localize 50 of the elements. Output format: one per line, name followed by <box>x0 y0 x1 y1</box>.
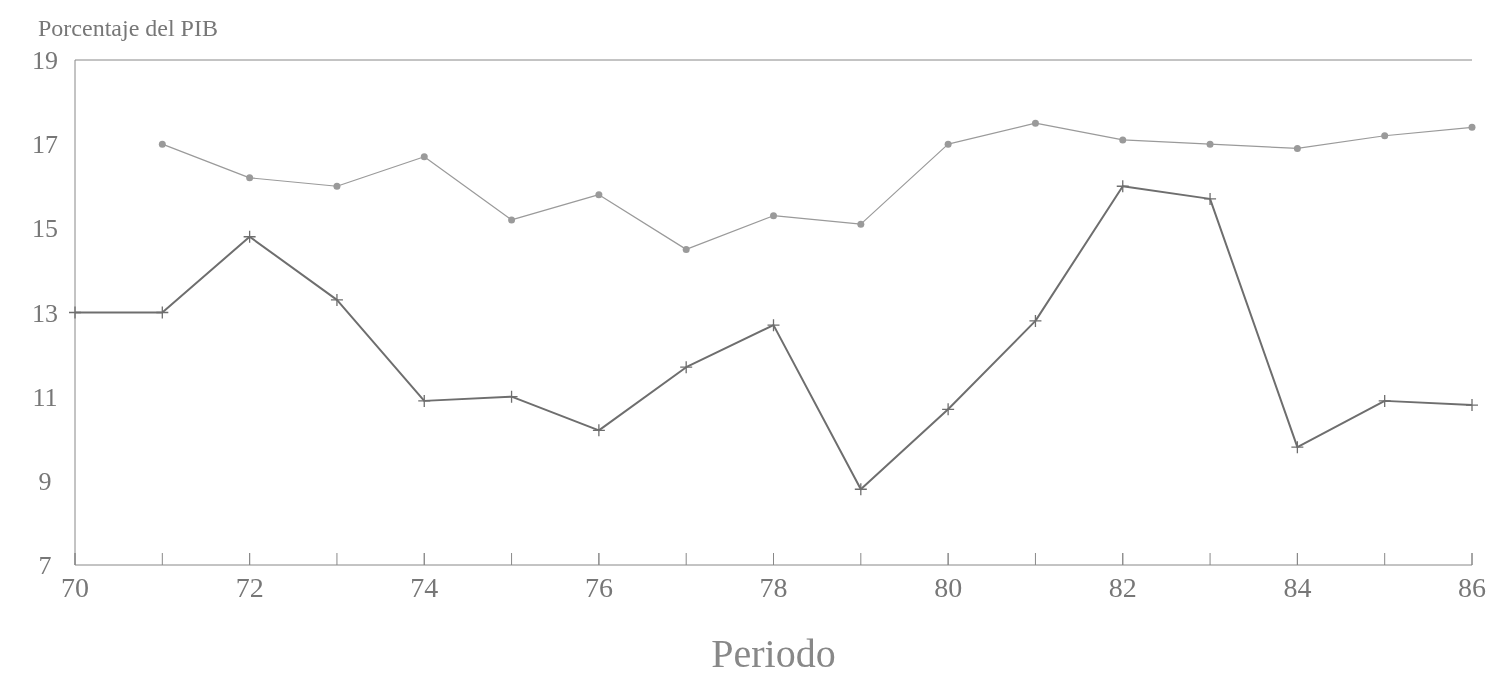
y-tick-label: 19 <box>32 46 58 75</box>
point <box>944 140 952 148</box>
x-tick-label: 74 <box>410 572 439 603</box>
point <box>1381 132 1389 140</box>
point <box>420 153 428 161</box>
point <box>595 191 603 199</box>
point <box>333 182 341 190</box>
x-tick-label: 70 <box>61 572 89 603</box>
point <box>417 394 431 408</box>
point <box>330 293 344 307</box>
point <box>1119 136 1127 144</box>
point <box>508 216 516 224</box>
point <box>1206 140 1214 148</box>
y-tick-label: 17 <box>32 130 58 160</box>
point <box>246 174 254 182</box>
x-tick-label: 72 <box>235 572 264 603</box>
point <box>242 230 257 244</box>
x-tick-label: 84 <box>1283 572 1312 603</box>
y-tick-label: 11 <box>32 382 58 412</box>
point <box>1116 179 1130 193</box>
point <box>1293 144 1301 152</box>
point <box>682 245 690 253</box>
point <box>766 318 781 332</box>
point <box>68 305 82 320</box>
x-tick-label: 80 <box>934 572 963 603</box>
point <box>1028 314 1043 328</box>
point <box>1468 123 1476 131</box>
point <box>854 482 868 496</box>
y-tick-label: 13 <box>32 298 58 328</box>
point <box>155 305 169 320</box>
y-axis-title: Porcentaje del PIB <box>38 15 218 41</box>
x-tick-label: 76 <box>584 572 613 603</box>
y-tick-label: 9 <box>38 466 52 496</box>
point <box>592 423 606 437</box>
point <box>158 140 166 148</box>
point <box>1465 398 1479 412</box>
point <box>770 212 777 220</box>
point <box>1290 440 1305 454</box>
y-tick-label: 7 <box>38 551 52 580</box>
x-axis-title: Periodo <box>711 631 836 676</box>
point <box>1031 119 1039 127</box>
point <box>1378 394 1392 408</box>
point <box>679 360 693 374</box>
y-tick-label: 15 <box>32 214 58 244</box>
point <box>857 220 865 228</box>
x-tick-label: 78 <box>759 572 788 603</box>
x-tick-label: 82 <box>1108 572 1137 603</box>
x-tick-label: 86 <box>1458 572 1486 603</box>
point <box>1203 192 1217 206</box>
point <box>941 402 955 416</box>
